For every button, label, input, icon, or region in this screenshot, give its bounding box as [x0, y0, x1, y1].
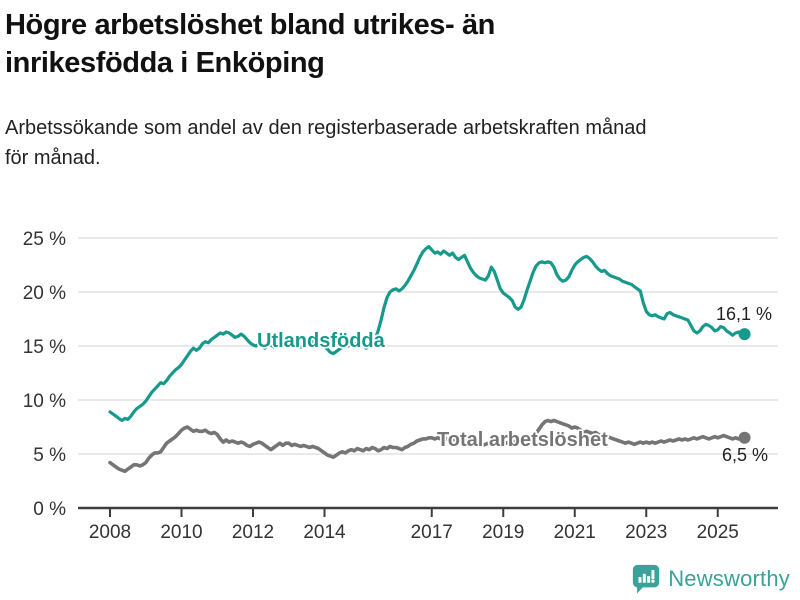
brand-footer: Newsworthy: [631, 563, 790, 594]
y-axis-label-20pct: 20 %: [23, 283, 66, 304]
exclamation-dot-glyph: [651, 579, 655, 583]
brand-name: Newsworthy: [668, 565, 790, 591]
title-line-1: Högre arbetslöshet bland utrikes- än: [5, 9, 495, 41]
x-axis-tick-label-2019: 2019: [482, 522, 524, 543]
x-axis-tick-label-2014: 2014: [303, 522, 346, 543]
page-title: Högre arbetslöshet bland utrikes- än inr…: [5, 6, 495, 82]
subtitle-line-2: för månad.: [5, 147, 101, 169]
x-axis-tick-label-2010: 2010: [160, 522, 202, 543]
y-axis-label-10pct: 10 %: [23, 391, 66, 412]
x-axis-tick-label-2012: 2012: [232, 522, 274, 543]
title-line-2: inrikesfödda i Enköping: [5, 47, 325, 79]
series-end-dot-utlandsfodda: [738, 328, 751, 341]
speech-bubble-shape: [633, 564, 660, 594]
end-value-label-utlandsfodda: 16,1 %: [716, 304, 772, 324]
x-axis-tick-label-2008: 2008: [89, 522, 131, 543]
series-line-utlandsfodda: [108, 245, 747, 423]
end-value-label-total-arbetsloshet: 6,5 %: [722, 445, 768, 465]
exclamation-bar-glyph: [651, 570, 655, 579]
y-axis-label-15pct: 15 %: [23, 337, 66, 358]
newsworthy-speech-bubble-chart-icon: [633, 564, 660, 594]
chart-subtitle: Arbetssökande som andel av den registerb…: [5, 113, 647, 173]
x-axis-tick-label-2017: 2017: [411, 522, 453, 543]
series-label-total-arbetsloshet: Total arbetslöshet: [437, 429, 608, 451]
x-axis-tick-label-2023: 2023: [625, 522, 667, 543]
bar-glyph-1: [638, 577, 642, 583]
x-axis-tick-label-2025: 2025: [697, 522, 739, 543]
y-axis-label-5pct: 5 %: [33, 445, 66, 466]
series-label-utlandsfodda: Utlandsfödda: [257, 330, 386, 352]
x-axis-tick-label-2021: 2021: [554, 522, 596, 543]
bar-glyph-3: [647, 576, 651, 583]
bar-glyph-2: [643, 573, 646, 583]
series-end-dot-total-arbetsloshet: [738, 431, 751, 444]
y-axis-label-25pct: 25 %: [23, 229, 66, 250]
series-line-total-arbetsloshet: [108, 418, 747, 474]
y-axis-label-0pct: 0 %: [33, 499, 66, 520]
subtitle-line-1: Arbetssökande som andel av den registerb…: [5, 117, 647, 139]
